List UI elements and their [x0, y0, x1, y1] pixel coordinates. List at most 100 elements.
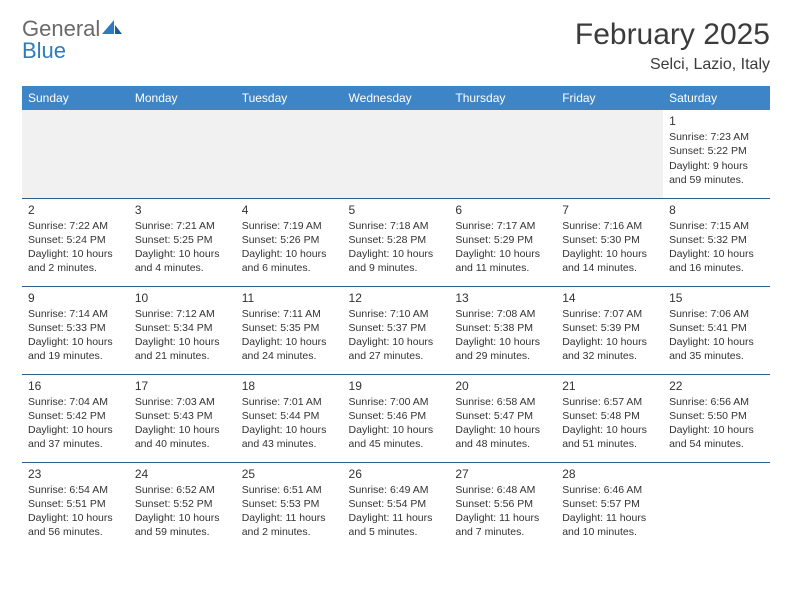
day-header: Sunday: [22, 86, 129, 110]
sunset-text: Sunset: 5:26 PM: [242, 233, 337, 247]
daylight-text: Daylight: 11 hours and 5 minutes.: [349, 511, 444, 539]
sunrise-text: Sunrise: 6:57 AM: [562, 395, 657, 409]
calendar-day-cell: 26Sunrise: 6:49 AMSunset: 5:54 PMDayligh…: [343, 462, 450, 550]
calendar-day-cell: 25Sunrise: 6:51 AMSunset: 5:53 PMDayligh…: [236, 462, 343, 550]
day-number: 1: [669, 113, 764, 129]
day-number: 20: [455, 378, 550, 394]
calendar-day-cell: [449, 110, 556, 198]
daylight-text: Daylight: 10 hours and 9 minutes.: [349, 247, 444, 275]
calendar-day-cell: [236, 110, 343, 198]
day-number: 5: [349, 202, 444, 218]
sunset-text: Sunset: 5:32 PM: [669, 233, 764, 247]
day-number: 17: [135, 378, 230, 394]
sunrise-text: Sunrise: 6:48 AM: [455, 483, 550, 497]
calendar-day-cell: 11Sunrise: 7:11 AMSunset: 5:35 PMDayligh…: [236, 286, 343, 374]
sunset-text: Sunset: 5:57 PM: [562, 497, 657, 511]
calendar-day-cell: 3Sunrise: 7:21 AMSunset: 5:25 PMDaylight…: [129, 198, 236, 286]
sunrise-text: Sunrise: 7:19 AM: [242, 219, 337, 233]
sunset-text: Sunset: 5:43 PM: [135, 409, 230, 423]
daylight-text: Daylight: 10 hours and 4 minutes.: [135, 247, 230, 275]
sunrise-text: Sunrise: 7:07 AM: [562, 307, 657, 321]
sunrise-text: Sunrise: 7:04 AM: [28, 395, 123, 409]
daylight-text: Daylight: 10 hours and 11 minutes.: [455, 247, 550, 275]
sunrise-text: Sunrise: 7:12 AM: [135, 307, 230, 321]
day-number: 9: [28, 290, 123, 306]
sunrise-text: Sunrise: 7:06 AM: [669, 307, 764, 321]
daylight-text: Daylight: 10 hours and 19 minutes.: [28, 335, 123, 363]
sunset-text: Sunset: 5:56 PM: [455, 497, 550, 511]
sunset-text: Sunset: 5:51 PM: [28, 497, 123, 511]
page-header: General Blue February 2025 Selci, Lazio,…: [22, 18, 770, 74]
daylight-text: Daylight: 10 hours and 35 minutes.: [669, 335, 764, 363]
calendar-day-cell: 28Sunrise: 6:46 AMSunset: 5:57 PMDayligh…: [556, 462, 663, 550]
sunrise-text: Sunrise: 7:17 AM: [455, 219, 550, 233]
daylight-text: Daylight: 10 hours and 6 minutes.: [242, 247, 337, 275]
daylight-text: Daylight: 10 hours and 40 minutes.: [135, 423, 230, 451]
sunset-text: Sunset: 5:50 PM: [669, 409, 764, 423]
daylight-text: Daylight: 10 hours and 29 minutes.: [455, 335, 550, 363]
calendar-day-cell: 21Sunrise: 6:57 AMSunset: 5:48 PMDayligh…: [556, 374, 663, 462]
calendar-day-cell: [343, 110, 450, 198]
calendar-week-row: 23Sunrise: 6:54 AMSunset: 5:51 PMDayligh…: [22, 462, 770, 550]
daylight-text: Daylight: 10 hours and 27 minutes.: [349, 335, 444, 363]
day-header-row: Sunday Monday Tuesday Wednesday Thursday…: [22, 86, 770, 110]
calendar-day-cell: 5Sunrise: 7:18 AMSunset: 5:28 PMDaylight…: [343, 198, 450, 286]
day-number: 16: [28, 378, 123, 394]
sunset-text: Sunset: 5:24 PM: [28, 233, 123, 247]
daylight-text: Daylight: 11 hours and 10 minutes.: [562, 511, 657, 539]
calendar-week-row: 16Sunrise: 7:04 AMSunset: 5:42 PMDayligh…: [22, 374, 770, 462]
day-number: 23: [28, 466, 123, 482]
calendar-week-row: 2Sunrise: 7:22 AMSunset: 5:24 PM Daylight…: [22, 198, 770, 286]
calendar-day-cell: 4Sunrise: 7:19 AMSunset: 5:26 PMDaylight…: [236, 198, 343, 286]
logo-text: General Blue: [22, 18, 122, 62]
day-number: 12: [349, 290, 444, 306]
sunset-text: Sunset: 5:47 PM: [455, 409, 550, 423]
day-number: 7: [562, 202, 657, 218]
month-title: February 2025: [575, 18, 770, 52]
day-number: 26: [349, 466, 444, 482]
calendar-day-cell: 2Sunrise: 7:22 AMSunset: 5:24 PMDaylight…: [22, 198, 129, 286]
calendar-day-cell: 9Sunrise: 7:14 AMSunset: 5:33 PMDaylight…: [22, 286, 129, 374]
daylight-text: Daylight: 11 hours and 2 minutes.: [242, 511, 337, 539]
day-number: 2: [28, 202, 123, 218]
sunrise-text: Sunrise: 6:46 AM: [562, 483, 657, 497]
sunrise-text: Sunrise: 7:00 AM: [349, 395, 444, 409]
daylight-text: Daylight: 10 hours and 59 minutes.: [135, 511, 230, 539]
calendar-day-cell: 1Sunrise: 7:23 AMSunset: 5:22 PMDaylight…: [663, 110, 770, 198]
sunset-text: Sunset: 5:38 PM: [455, 321, 550, 335]
sunset-text: Sunset: 5:39 PM: [562, 321, 657, 335]
calendar-day-cell: [22, 110, 129, 198]
calendar-day-cell: 15Sunrise: 7:06 AMSunset: 5:41 PMDayligh…: [663, 286, 770, 374]
calendar-day-cell: 27Sunrise: 6:48 AMSunset: 5:56 PMDayligh…: [449, 462, 556, 550]
calendar-day-cell: 7Sunrise: 7:16 AMSunset: 5:30 PMDaylight…: [556, 198, 663, 286]
daylight-text: Daylight: 10 hours and 37 minutes.: [28, 423, 123, 451]
day-number: 10: [135, 290, 230, 306]
sunset-text: Sunset: 5:33 PM: [28, 321, 123, 335]
sunset-text: Sunset: 5:54 PM: [349, 497, 444, 511]
day-number: 18: [242, 378, 337, 394]
calendar-day-cell: 18Sunrise: 7:01 AMSunset: 5:44 PMDayligh…: [236, 374, 343, 462]
day-number: 22: [669, 378, 764, 394]
calendar-day-cell: 20Sunrise: 6:58 AMSunset: 5:47 PMDayligh…: [449, 374, 556, 462]
sunrise-text: Sunrise: 7:22 AM: [28, 219, 123, 233]
sunrise-text: Sunrise: 7:03 AM: [135, 395, 230, 409]
daylight-text: Daylight: 10 hours and 51 minutes.: [562, 423, 657, 451]
daylight-text: Daylight: 10 hours and 24 minutes.: [242, 335, 337, 363]
sunrise-text: Sunrise: 6:56 AM: [669, 395, 764, 409]
day-number: 15: [669, 290, 764, 306]
calendar-day-cell: [663, 462, 770, 550]
calendar-day-cell: [556, 110, 663, 198]
daylight-text: Daylight: 11 hours and 7 minutes.: [455, 511, 550, 539]
sunset-text: Sunset: 5:30 PM: [562, 233, 657, 247]
day-number: 24: [135, 466, 230, 482]
sunset-text: Sunset: 5:34 PM: [135, 321, 230, 335]
day-header: Saturday: [663, 86, 770, 110]
day-number: 11: [242, 290, 337, 306]
calendar-day-cell: 13Sunrise: 7:08 AMSunset: 5:38 PMDayligh…: [449, 286, 556, 374]
day-number: 14: [562, 290, 657, 306]
calendar-body: 1Sunrise: 7:23 AMSunset: 5:22 PMDaylight…: [22, 110, 770, 550]
day-number: 25: [242, 466, 337, 482]
daylight-text: Daylight: 10 hours and 32 minutes.: [562, 335, 657, 363]
calendar-day-cell: 10Sunrise: 7:12 AMSunset: 5:34 PMDayligh…: [129, 286, 236, 374]
sunrise-text: Sunrise: 6:49 AM: [349, 483, 444, 497]
